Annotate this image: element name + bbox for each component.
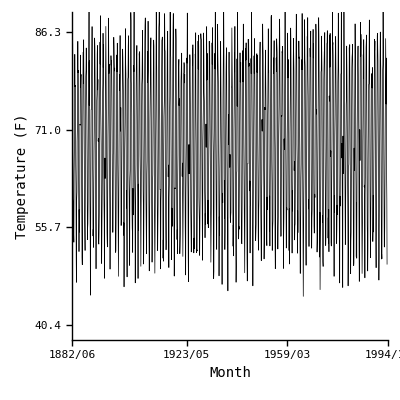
X-axis label: Month: Month (209, 366, 251, 380)
Y-axis label: Temperature (F): Temperature (F) (15, 113, 29, 239)
